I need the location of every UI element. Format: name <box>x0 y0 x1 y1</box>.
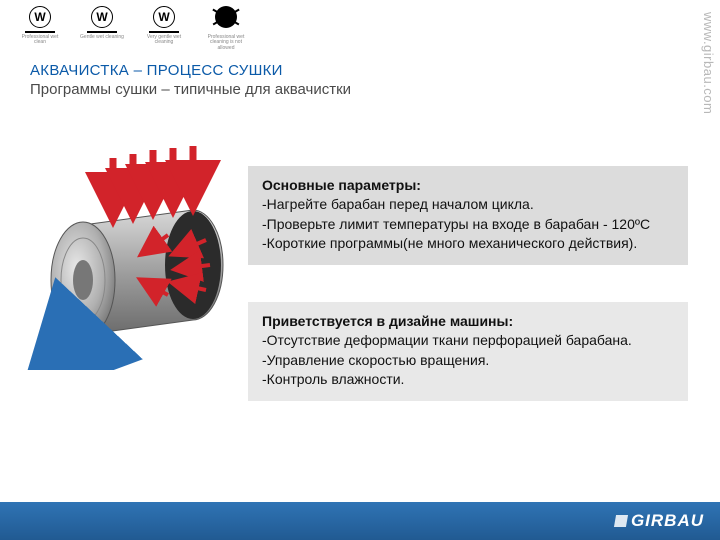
not-allowed-icon <box>215 6 237 28</box>
w-icon: W <box>91 6 113 28</box>
title-accent: АКВАЧИСТКА – ПРОЦЕСС СУШКИ <box>30 62 351 79</box>
care-icon-1: W Professional wet clean <box>18 6 62 51</box>
care-icon-row: W Professional wet clean W Gentle wet cl… <box>18 6 248 51</box>
params-line: -Нагрейте барабан перед началом цикла. <box>262 195 674 214</box>
icon-caption: Professional wet clean <box>18 35 62 46</box>
icon-underline <box>87 31 117 33</box>
icon-caption: Very gentle wet cleaning <box>142 35 186 46</box>
icon-underline <box>25 31 55 33</box>
logo-text: GIRBAU <box>631 511 704 531</box>
icon-caption: Professional wet cleaning is not allowed <box>204 35 248 52</box>
site-url: www.girbau.com <box>701 12 716 114</box>
design-line: -Контроль влажности. <box>262 370 674 389</box>
logo-mark-icon <box>614 515 628 527</box>
care-icon-3: W Very gentle wet cleaning <box>142 6 186 51</box>
params-line: -Проверьте лимит температуры на входе в … <box>262 215 674 234</box>
design-line: -Отсутствие деформации ткани перфорацией… <box>262 331 674 350</box>
footer-bar <box>0 502 720 540</box>
w-icon: W <box>153 6 175 28</box>
params-line: -Короткие программы(не много механическо… <box>262 234 674 253</box>
title-sub: Программы сушки – типичные для аквачистк… <box>30 81 351 98</box>
care-icon-4: Professional wet cleaning is not allowed <box>204 6 248 51</box>
icon-underline <box>149 31 179 33</box>
w-icon: W <box>29 6 51 28</box>
design-line: -Управление скоростью вращения. <box>262 351 674 370</box>
care-icon-2: W Gentle wet cleaning <box>80 6 124 51</box>
page-title: АКВАЧИСТКА – ПРОЦЕСС СУШКИ Программы суш… <box>30 62 351 98</box>
design-title: Приветствуется в дизайне машины: <box>262 312 674 331</box>
drum-diagram <box>18 140 238 370</box>
params-box: Основные параметры: -Нагрейте барабан пе… <box>248 166 688 265</box>
icon-caption: Gentle wet cleaning <box>80 35 124 41</box>
design-box: Приветствуется в дизайне машины: -Отсутс… <box>248 302 688 401</box>
params-title: Основные параметры: <box>262 176 674 195</box>
brand-logo: GIRBAU <box>615 511 704 531</box>
